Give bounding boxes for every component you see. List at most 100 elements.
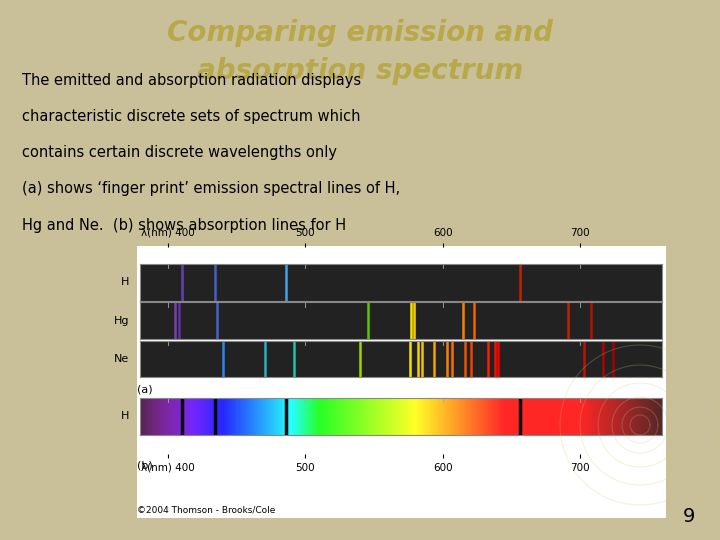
Bar xyxy=(342,398,343,435)
Bar xyxy=(602,398,603,435)
Bar xyxy=(513,398,514,435)
Bar xyxy=(489,398,490,435)
Bar xyxy=(464,398,465,435)
Bar xyxy=(481,398,482,435)
Bar xyxy=(659,398,660,435)
Bar xyxy=(356,398,357,435)
Bar xyxy=(638,398,639,435)
Bar xyxy=(652,398,653,435)
Bar xyxy=(255,398,256,435)
Bar xyxy=(460,398,461,435)
Bar xyxy=(497,398,498,435)
Bar xyxy=(605,398,606,435)
Bar xyxy=(189,398,190,435)
Bar xyxy=(298,398,299,435)
Bar xyxy=(583,398,584,435)
Bar xyxy=(552,398,554,435)
Bar xyxy=(411,398,413,435)
Bar xyxy=(584,398,585,435)
Bar xyxy=(589,398,590,435)
Bar xyxy=(587,398,588,435)
Bar xyxy=(193,398,194,435)
Bar xyxy=(509,398,510,435)
Bar xyxy=(471,398,472,435)
Bar xyxy=(243,398,244,435)
Bar xyxy=(637,398,638,435)
Bar xyxy=(372,398,373,435)
Bar xyxy=(364,398,365,435)
Bar xyxy=(150,398,151,435)
Bar xyxy=(436,398,437,435)
Bar xyxy=(630,398,631,435)
Text: absorption spectrum: absorption spectrum xyxy=(197,57,523,85)
Bar xyxy=(336,398,338,435)
Bar xyxy=(431,398,432,435)
Bar xyxy=(501,398,502,435)
Bar xyxy=(533,398,534,435)
Bar xyxy=(160,398,161,435)
Bar xyxy=(174,398,175,435)
Bar xyxy=(268,398,269,435)
Bar xyxy=(215,398,216,435)
Bar xyxy=(548,398,549,435)
Bar xyxy=(348,398,349,435)
Bar xyxy=(309,398,310,435)
Text: H: H xyxy=(120,411,129,421)
Bar xyxy=(326,398,327,435)
Bar xyxy=(423,398,425,435)
Bar xyxy=(144,398,145,435)
Bar xyxy=(443,398,444,435)
Bar xyxy=(551,398,552,435)
Bar xyxy=(426,398,427,435)
Bar xyxy=(192,398,193,435)
Bar xyxy=(307,398,309,435)
Bar xyxy=(421,398,422,435)
Bar xyxy=(576,398,577,435)
Bar xyxy=(636,398,637,435)
Bar xyxy=(543,398,544,435)
Bar xyxy=(176,398,177,435)
Bar xyxy=(177,398,178,435)
Bar xyxy=(556,398,557,435)
Bar xyxy=(642,398,643,435)
Bar xyxy=(216,398,217,435)
Bar xyxy=(658,398,659,435)
Bar xyxy=(201,398,202,435)
Bar xyxy=(301,398,302,435)
Bar xyxy=(178,398,179,435)
Bar xyxy=(613,398,614,435)
Bar xyxy=(570,398,571,435)
Bar xyxy=(280,398,281,435)
Bar xyxy=(425,398,426,435)
Bar xyxy=(555,398,556,435)
Bar xyxy=(230,398,231,435)
Bar xyxy=(164,398,165,435)
Text: (a) shows ‘finger print’ emission spectral lines of H,: (a) shows ‘finger print’ emission spectr… xyxy=(22,181,400,197)
Bar xyxy=(240,398,241,435)
Bar xyxy=(382,398,384,435)
Bar xyxy=(211,398,212,435)
Bar xyxy=(472,398,473,435)
Bar xyxy=(454,398,455,435)
Bar xyxy=(535,398,536,435)
Bar xyxy=(514,398,515,435)
Bar xyxy=(398,398,399,435)
Bar xyxy=(222,398,223,435)
Bar xyxy=(459,398,460,435)
Bar xyxy=(549,398,550,435)
Bar xyxy=(385,398,386,435)
Bar xyxy=(272,398,273,435)
Bar xyxy=(482,398,483,435)
Bar xyxy=(566,398,567,435)
Bar xyxy=(322,398,323,435)
Bar xyxy=(156,398,157,435)
Bar xyxy=(187,398,189,435)
Bar xyxy=(236,398,237,435)
Bar xyxy=(252,398,253,435)
Bar xyxy=(545,398,546,435)
Bar xyxy=(558,398,559,435)
Bar xyxy=(171,398,172,435)
Bar xyxy=(219,398,220,435)
Bar xyxy=(538,398,539,435)
Bar xyxy=(256,398,257,435)
